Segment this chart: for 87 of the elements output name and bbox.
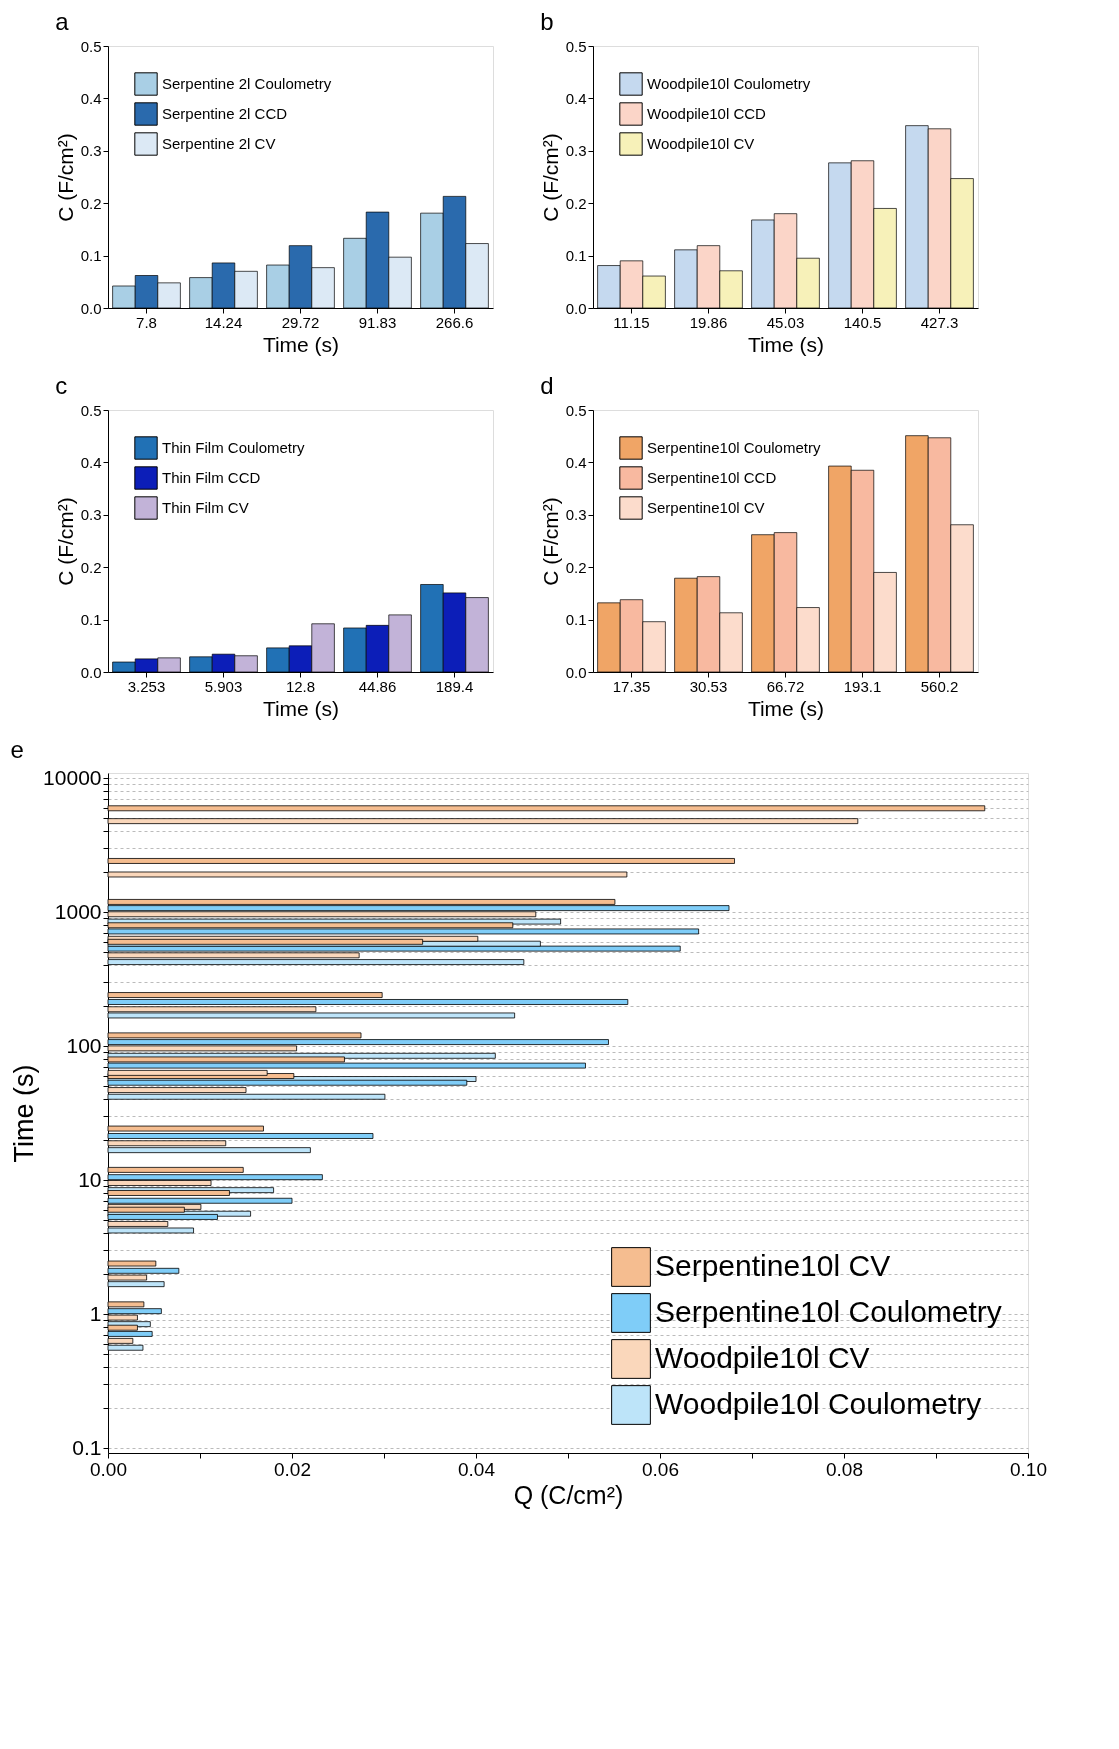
x-tick-label: 45.03: [766, 313, 805, 331]
x-tick-label: 189.4: [435, 677, 474, 695]
x-tick-label: 44.86: [358, 677, 397, 695]
y-tick-label: 1000: [54, 899, 102, 923]
legend-label: Thin Film CV: [162, 499, 249, 516]
y-tick-label: 0.3: [565, 142, 587, 160]
y-tick-label: 0.3: [565, 506, 587, 524]
x-axis-title: Time (s): [262, 332, 340, 356]
x-tick-label: 17.35: [612, 677, 651, 695]
y-tick-label: 0.5: [565, 401, 587, 419]
x-tick-label: 11.15: [613, 313, 650, 331]
y-tick-label: 0.5: [80, 37, 102, 55]
y-tick-label: 0.1: [565, 611, 587, 629]
legend-label: Woodpile10l Coulometry: [655, 1387, 982, 1420]
y-tick-label: 0.4: [565, 453, 587, 471]
x-tick-label: 7.8: [136, 313, 157, 331]
legend-label: Serpentine 2l CV: [162, 135, 276, 152]
x-tick-label: 29.72: [281, 313, 320, 331]
y-tick-label: 0.2: [80, 558, 102, 576]
legend-label: Serpentine10l CCD: [647, 469, 777, 486]
legend-label: Woodpile10l CV: [647, 135, 755, 152]
x-tick-label: 0.04: [458, 1458, 496, 1480]
legend-label: Serpentine10l Coulometry: [655, 1295, 1002, 1328]
x-tick-label: 427.3: [920, 313, 959, 331]
chart-title: d: [540, 372, 554, 399]
y-tick-label: 0.4: [80, 89, 102, 107]
y-axis-title: C (F/cm²): [538, 497, 562, 586]
x-tick-label: 66.72: [766, 677, 805, 695]
legend-label: Woodpile10l CV: [655, 1341, 870, 1374]
y-tick-label: 0.2: [565, 194, 587, 212]
x-tick-label: 266.6: [435, 313, 474, 331]
y-tick-label: 0.0: [565, 663, 587, 681]
y-tick-label: 10: [78, 1167, 102, 1191]
y-tick-label: 0.0: [80, 299, 102, 317]
x-tick-label: 0.10: [1010, 1458, 1047, 1480]
x-tick-label: 91.83: [358, 313, 397, 331]
x-tick-label: 0.08: [826, 1458, 863, 1480]
y-tick-label: 0.4: [80, 453, 102, 471]
legend-label: Serpentine10l CV: [647, 499, 765, 516]
y-axis-title: Time (s): [9, 1064, 40, 1163]
x-axis-title: Q (C/cm²): [513, 1480, 624, 1509]
y-tick-label: 0.1: [80, 611, 102, 629]
y-tick-label: 10000: [43, 765, 102, 789]
legend-label: Woodpile10l Coulometry: [647, 75, 811, 92]
y-tick-label: 0.0: [80, 663, 102, 681]
x-tick-label: 193.1: [843, 677, 882, 695]
x-tick-label: 560.2: [920, 677, 959, 695]
x-tick-label: 3.253: [127, 677, 166, 695]
x-axis-title: Time (s): [262, 696, 340, 720]
x-tick-label: 0.06: [642, 1458, 679, 1480]
x-tick-label: 140.5: [843, 313, 882, 331]
y-tick-label: 0.3: [80, 506, 102, 524]
y-tick-label: 0.1: [80, 247, 102, 265]
chart-title: e: [10, 736, 24, 763]
chart-title: a: [55, 8, 70, 35]
x-tick-label: 12.8: [285, 677, 316, 695]
legend-label: Serpentine10l Coulometry: [647, 439, 821, 456]
x-tick-label: 19.86: [689, 313, 728, 331]
y-axis-title: C (F/cm²): [538, 133, 562, 222]
y-tick-label: 100: [66, 1033, 102, 1057]
y-tick-label: 0.2: [80, 194, 102, 212]
x-tick-label: 0.02: [274, 1458, 311, 1480]
y-tick-label: 0.2: [565, 558, 587, 576]
y-axis-title: C (F/cm²): [53, 497, 77, 586]
chart-title: b: [540, 8, 554, 35]
x-tick-label: 5.903: [204, 677, 243, 695]
x-axis-title: Time (s): [747, 696, 825, 720]
y-tick-label: 0.0: [565, 299, 587, 317]
x-tick-label: 14.24: [204, 313, 243, 331]
x-tick-label: 30.53: [689, 677, 728, 695]
legend-label: Serpentine 2l CCD: [162, 105, 288, 122]
chart-title: c: [55, 372, 68, 399]
y-tick-label: 1: [89, 1301, 102, 1325]
y-tick-label: 0.5: [80, 401, 102, 419]
x-tick-label: 0.00: [90, 1458, 127, 1480]
y-tick-label: 0.1: [72, 1435, 102, 1459]
y-tick-label: 0.4: [565, 89, 587, 107]
y-tick-label: 0.1: [565, 247, 587, 265]
legend-label: Serpentine 2l Coulometry: [162, 75, 332, 92]
legend-label: Serpentine10l CV: [655, 1249, 891, 1282]
y-axis-title: C (F/cm²): [53, 133, 77, 222]
y-tick-label: 0.5: [565, 37, 587, 55]
legend-label: Woodpile10l CCD: [647, 105, 767, 122]
legend-label: Thin Film Coulometry: [162, 439, 306, 456]
y-tick-label: 0.3: [80, 142, 102, 160]
legend-label: Thin Film CCD: [162, 469, 261, 486]
x-axis-title: Time (s): [747, 332, 825, 356]
